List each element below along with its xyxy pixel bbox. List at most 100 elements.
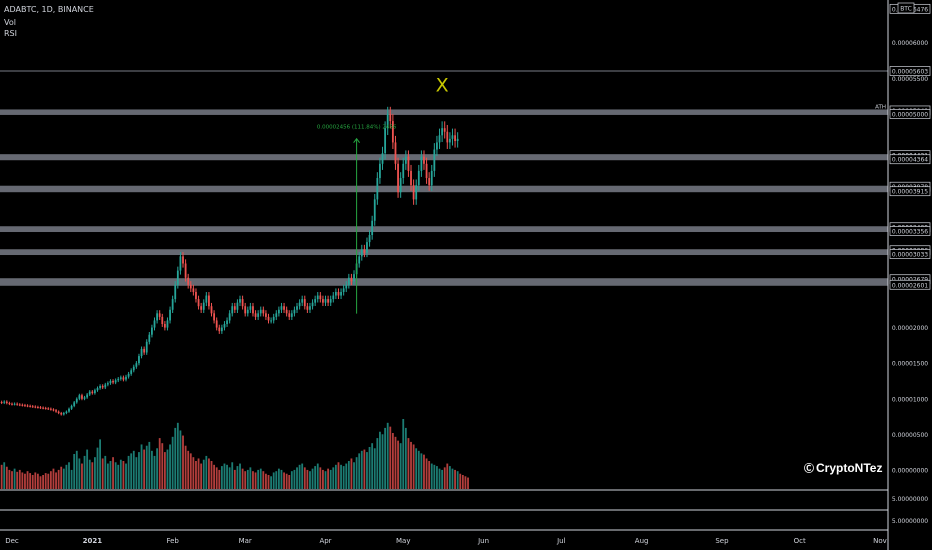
volume-bar (57, 469, 60, 489)
price-label-box (889, 226, 931, 236)
volume-bar (117, 464, 120, 489)
candle-body (322, 299, 324, 303)
candle-body (184, 263, 187, 278)
price-tick-label: 0.00005500 (892, 76, 928, 83)
volume-bar (360, 450, 363, 489)
candle-body (109, 380, 112, 384)
candle-body (16, 403, 19, 405)
candle-body (24, 405, 26, 407)
time-axis: Dec 2021 Feb Mar Apr May Jun Jul Aug Sep Oct Nov (5, 537, 887, 545)
volume-bar (169, 444, 171, 489)
candle-body (42, 407, 44, 409)
candle-body (94, 390, 96, 394)
time-tick-label: May (396, 537, 410, 545)
candle-body (249, 306, 252, 310)
volume-bar (18, 469, 21, 489)
candle-body (298, 302, 301, 307)
price-tick-label: 0.00002601 (892, 282, 928, 289)
candle-body (329, 299, 332, 303)
volume-bar (306, 469, 309, 489)
candle-body (316, 295, 319, 300)
price-label-box (889, 154, 931, 165)
price-tick-label: 0.00003915 (892, 189, 928, 196)
candle-body (324, 299, 327, 303)
volume-bar (448, 466, 451, 489)
volume-bar (112, 457, 114, 489)
volume-bar (44, 473, 47, 489)
volume-bar (156, 448, 159, 489)
candle-body (332, 295, 335, 300)
indicator-tick-label: 5.00000000 (892, 496, 928, 503)
candle-body (386, 113, 389, 129)
candle-body (391, 121, 394, 143)
candle-body (73, 402, 76, 406)
candle-body (31, 406, 34, 408)
rsi-indicator-label[interactable]: RSI (4, 29, 17, 38)
volume-bar (324, 471, 327, 489)
volume-bar (345, 463, 348, 489)
candle-body (122, 377, 125, 380)
measure-label: 0.00002456 (111.84%) 2456 (317, 125, 397, 131)
volume-bar (456, 471, 459, 489)
volume-bar (301, 463, 304, 489)
candle-body (272, 316, 275, 321)
volume-bar (135, 457, 138, 489)
volume-bar (34, 472, 37, 489)
volume-bar (322, 469, 324, 489)
volume-bar (158, 438, 161, 489)
candle-body (301, 299, 304, 303)
candle-body (88, 391, 91, 395)
candle-body (350, 277, 353, 282)
volume-bar (428, 461, 431, 489)
candle-body (311, 302, 314, 307)
volume-bar (91, 462, 94, 489)
measure-arrow (353, 137, 361, 144)
time-tick-label: Nov (873, 537, 887, 545)
candle-body (99, 385, 102, 389)
price-tick-label: 0.00001500 (892, 361, 928, 368)
vol-indicator-label[interactable]: Vol (4, 18, 16, 27)
marker-x: X (436, 74, 449, 96)
time-tick-label: Oct (794, 537, 806, 545)
volume-bar (65, 464, 68, 489)
candle-body (412, 185, 415, 200)
zone-band (0, 154, 888, 161)
candle-body (163, 324, 166, 328)
candle-body (125, 376, 127, 380)
candle-body (454, 135, 456, 141)
candle-body (345, 284, 348, 289)
volume-bar (267, 475, 270, 489)
candle-body (257, 313, 260, 317)
volume-bar (31, 475, 34, 489)
volume-bar (166, 449, 169, 489)
candle-body (228, 313, 231, 321)
candle-body (44, 408, 47, 410)
candle-body (195, 291, 197, 300)
volume-bar (210, 461, 213, 489)
candle-body (265, 313, 267, 317)
candle-body (448, 138, 451, 143)
candle-body (130, 370, 133, 374)
volume-bar (228, 467, 231, 489)
price-tick-label: 0.00000000 (892, 468, 928, 475)
volume-bar (5, 466, 8, 489)
candle-body (296, 306, 298, 310)
volume-bar (332, 467, 335, 489)
candle-body (379, 163, 381, 179)
volume-bar (192, 457, 195, 489)
candle-body (205, 295, 208, 303)
candle-body (244, 306, 247, 314)
candle-body (407, 156, 410, 171)
volume-bar (467, 477, 469, 489)
volume-bar (438, 468, 441, 489)
candle-body (86, 394, 89, 398)
volume-bar (293, 469, 296, 489)
volume-bar (342, 466, 345, 489)
volume-bar (371, 443, 374, 489)
volume-bar (179, 430, 182, 489)
price-label-box (889, 109, 931, 119)
volume-bar (68, 462, 70, 489)
candle-body (91, 391, 94, 394)
price-tick-label: 0.00002000 (892, 325, 928, 332)
